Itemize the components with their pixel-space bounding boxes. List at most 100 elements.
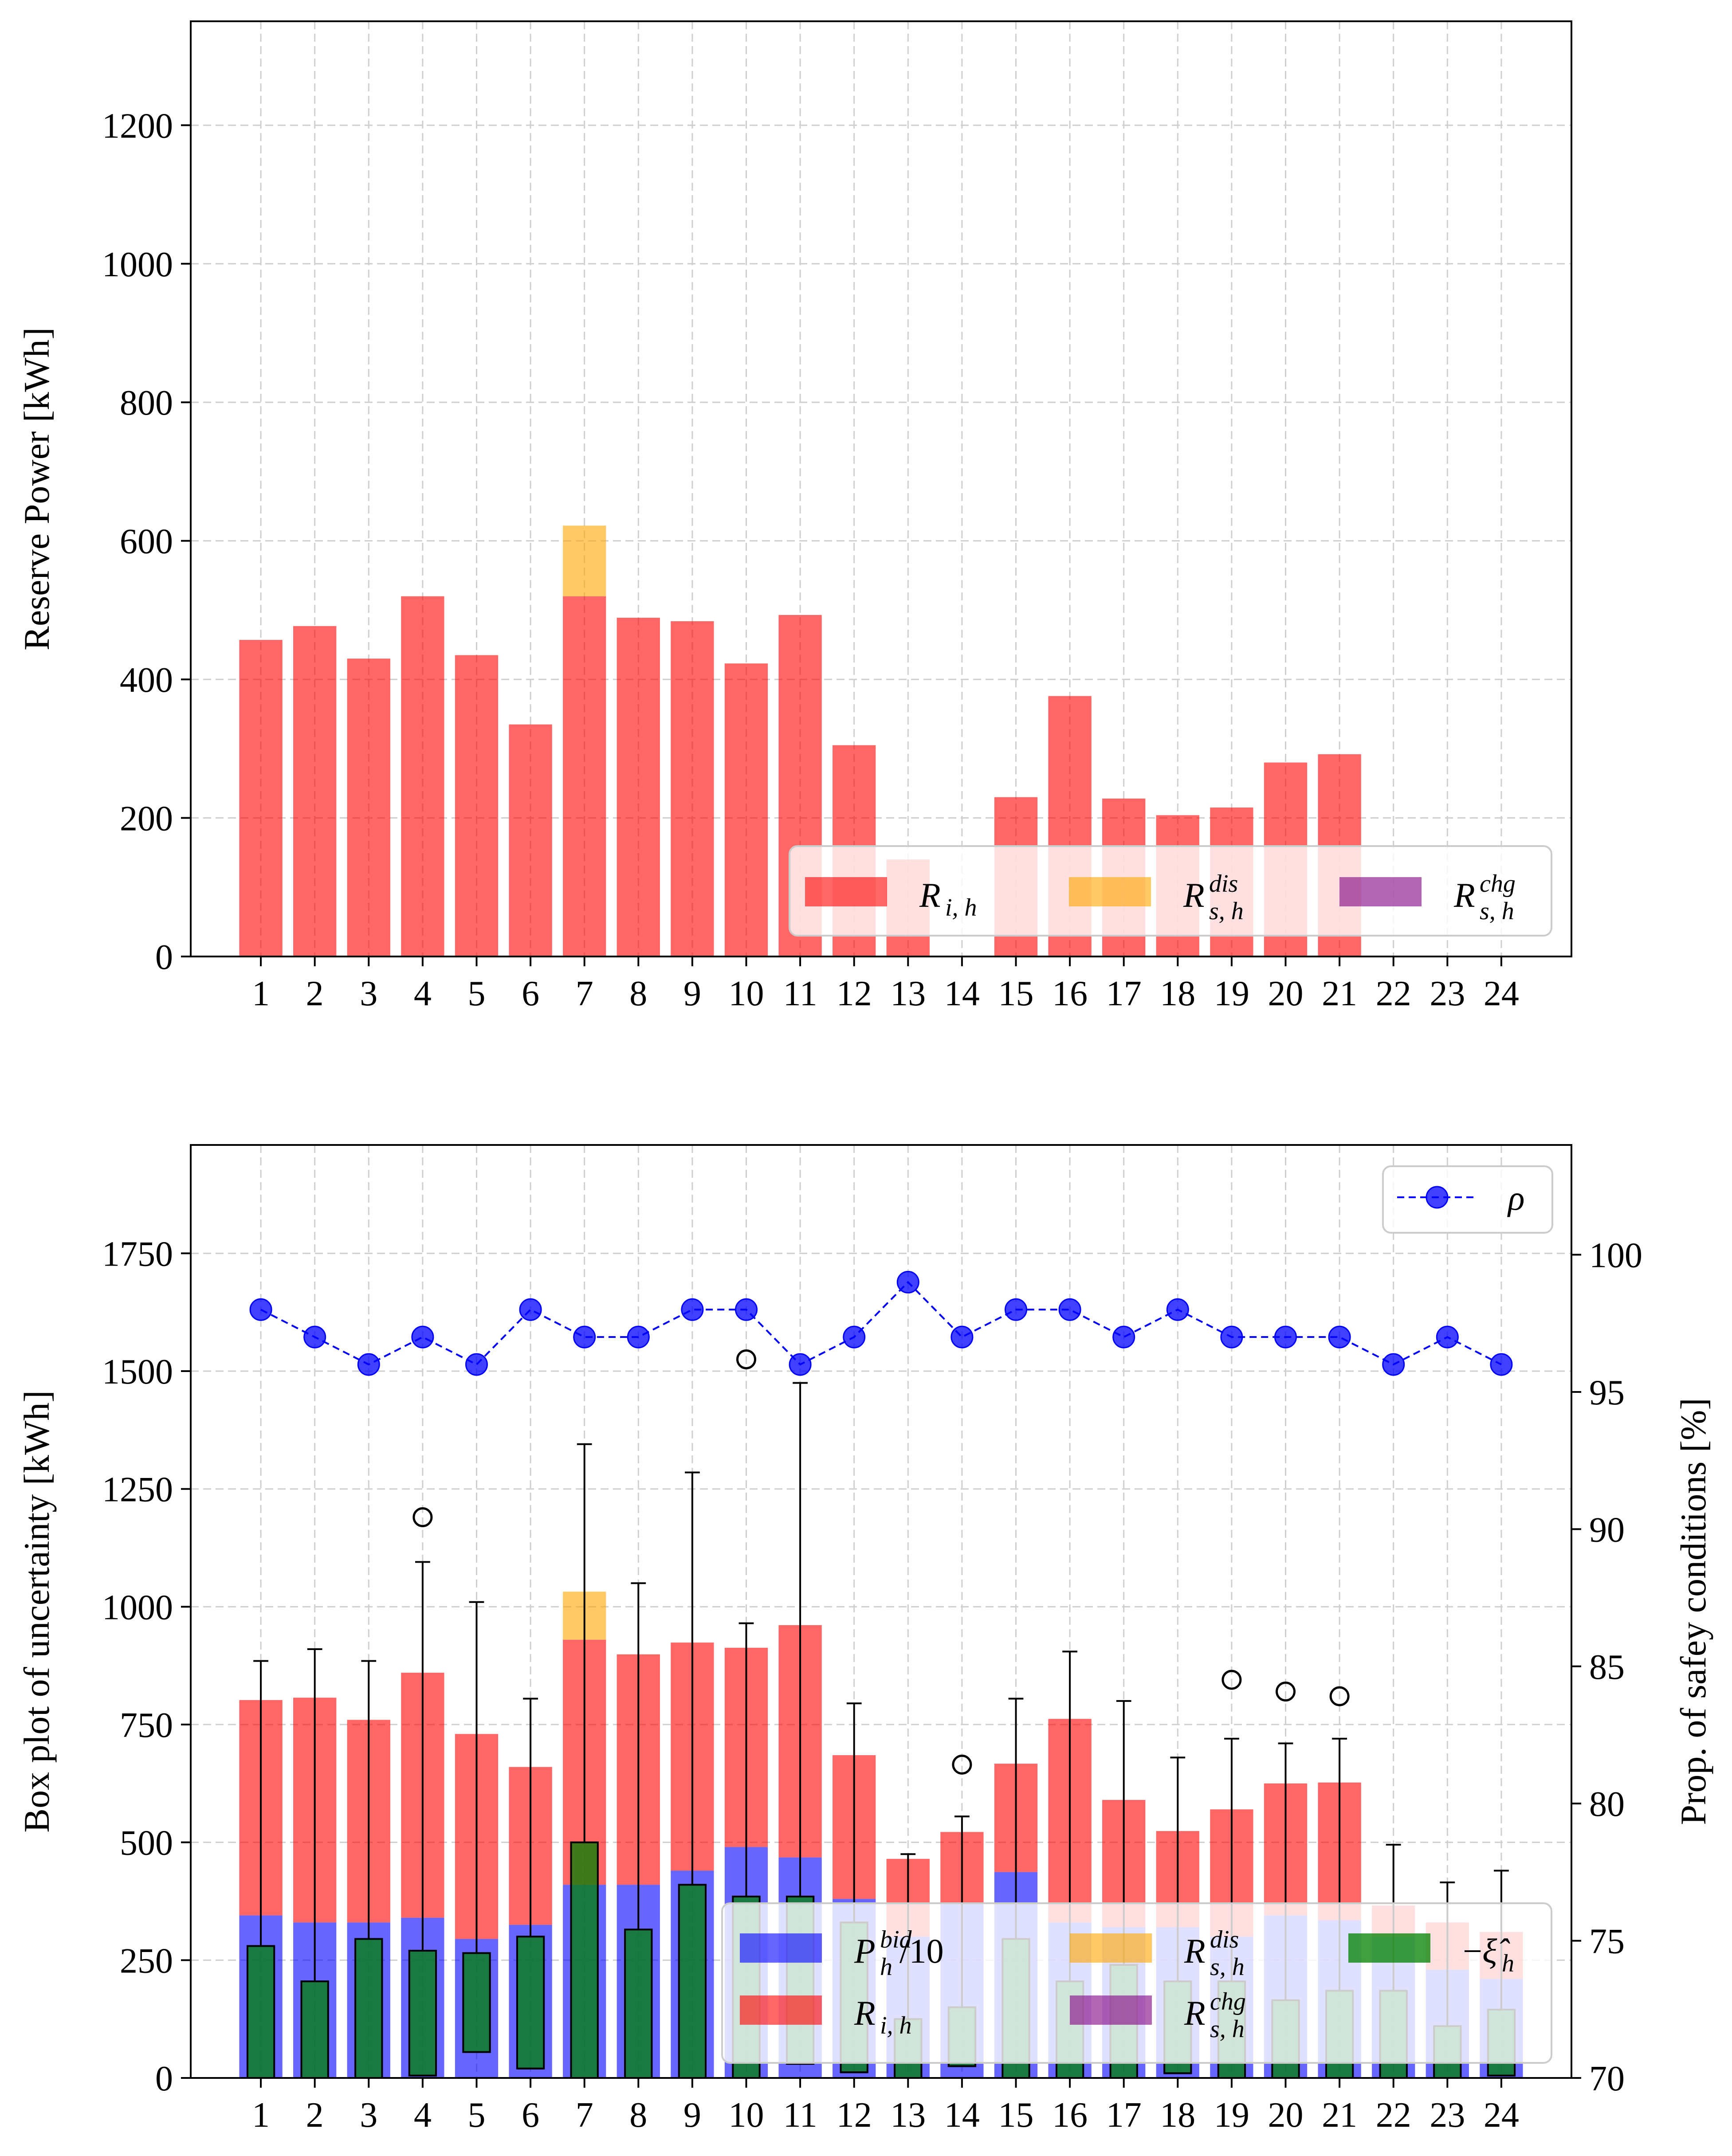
rho-legend-label: ρ — [1507, 1179, 1524, 1217]
top-bar-ri — [617, 618, 660, 956]
top-xtick-label: 5 — [467, 974, 485, 1013]
top-bar-ri — [671, 621, 714, 956]
top-bar-ri — [347, 659, 390, 956]
bottom-xtick-label: 21 — [1322, 2096, 1357, 2135]
box-body — [624, 1929, 653, 2079]
top-legend-label-sup: dis — [1209, 870, 1238, 898]
bottom-ytick-label: 0 — [155, 2059, 173, 2098]
right-ytick-label: 85 — [1589, 1648, 1625, 1687]
right-ytick-label: 100 — [1589, 1236, 1642, 1275]
bottom-legend-label-main: R — [1184, 1932, 1206, 1970]
rho-point — [1382, 1353, 1405, 1376]
rho-point — [843, 1325, 866, 1348]
rho-point — [896, 1270, 919, 1294]
top-ytick-label: 1000 — [102, 245, 173, 284]
top-xtick-label: 21 — [1322, 974, 1357, 1013]
rho-point — [1328, 1325, 1351, 1348]
bottom-legend-label-sub: s, h — [1210, 2015, 1245, 2043]
top-xtick-label: 20 — [1268, 974, 1304, 1013]
bottom-xtick-label: 23 — [1430, 2096, 1465, 2135]
bottom-legend-swatch — [1070, 1933, 1152, 1963]
rho-point — [1490, 1353, 1513, 1376]
bottom-xtick-label: 4 — [414, 2096, 432, 2135]
top-ylabel: Reserve Power [kWh] — [16, 327, 57, 651]
rho-point — [1058, 1298, 1081, 1321]
bottom-legend-label: −ξ̂ h — [1463, 1932, 1514, 1977]
box-body — [462, 1952, 491, 2053]
top-xtick-label: 16 — [1052, 974, 1088, 1013]
top-bar-ri — [724, 663, 768, 956]
top-legend-box — [789, 845, 1552, 937]
bottom-legend-swatch — [740, 1933, 822, 1963]
top-chart: Reserve Power [kWh] 0 200 400 600 800 1000 1200… — [16, 20, 1572, 1013]
right-ytick-label: 70 — [1589, 2059, 1625, 2098]
box-body — [246, 1945, 275, 2079]
bottom-xtick-label: 1 — [252, 2096, 270, 2135]
rho-point — [411, 1325, 434, 1348]
bottom-xtick-label: 22 — [1376, 2096, 1411, 2135]
bottom-legend-label-main: R — [854, 1994, 876, 2032]
bottom-legend-label-sub: h — [1502, 1950, 1514, 1977]
bottom-legend-swatch — [1348, 1933, 1430, 1963]
bottom-xtick-label: 10 — [728, 2096, 764, 2135]
top-xtick-label: 2 — [306, 974, 324, 1013]
box-outlier — [736, 1349, 756, 1369]
top-bar-ri — [293, 626, 337, 956]
top-xtick-label: 7 — [576, 974, 593, 1013]
box-outlier — [1276, 1682, 1296, 1702]
bottom-xtick-label: 20 — [1268, 2096, 1304, 2135]
top-ytick-label: 0 — [155, 938, 173, 977]
box-body — [570, 1841, 599, 2079]
top-xtick-label: 11 — [783, 974, 817, 1013]
rho-point — [465, 1353, 488, 1376]
rho-point — [519, 1298, 542, 1321]
bottom-ytick-label: 1500 — [102, 1352, 173, 1392]
top-legend-label-main: R — [1453, 876, 1475, 914]
bottom-ytick-label: 750 — [120, 1706, 173, 1745]
rho-legend-marker — [1426, 1186, 1449, 1209]
bottom-xtick-label: 16 — [1052, 2096, 1088, 2135]
bottom-legend-label-sub: i, h — [880, 2012, 912, 2039]
box-outlier — [412, 1507, 433, 1527]
rho-point — [734, 1298, 758, 1321]
bottom-ytick-label: 500 — [120, 1824, 173, 1863]
right-ytick-label: 75 — [1589, 1922, 1625, 1961]
top-xtick-label: 22 — [1376, 974, 1411, 1013]
top-xtick-label: 18 — [1160, 974, 1195, 1013]
top-legend-swatch — [805, 877, 887, 906]
bottom-legend-swatch — [1070, 1995, 1152, 2025]
bottom-legend-box — [721, 1902, 1552, 2064]
rho-line — [260, 1281, 1502, 1366]
rho-point — [1436, 1325, 1459, 1348]
top-ytick-label: 400 — [120, 661, 173, 700]
box-outlier — [1329, 1686, 1350, 1706]
bottom-xtick-label: 9 — [683, 2096, 701, 2135]
rho-point — [1220, 1325, 1243, 1348]
top-xtick-label: 23 — [1430, 974, 1465, 1013]
top-xtick-label: 15 — [998, 974, 1034, 1013]
top-legend-label-sup: chg — [1480, 870, 1516, 898]
box-body — [516, 1936, 545, 2070]
top-bar-ri — [401, 596, 444, 956]
top-ytick-label: 1200 — [102, 106, 173, 145]
bottom-ylabel-right: Prop. of safey conditions [%] — [1673, 1398, 1713, 1825]
right-ytick-label: 95 — [1589, 1373, 1625, 1412]
top-xtick-label: 17 — [1106, 974, 1142, 1013]
bottom-legend-label-sup: dis — [1210, 1926, 1239, 1953]
bottom-xtick-label: 17 — [1106, 2096, 1142, 2135]
top-bar-rdis — [563, 525, 606, 596]
top-bar-ri — [509, 724, 552, 956]
box-body — [300, 1980, 329, 2079]
top-xtick-label: 19 — [1214, 974, 1249, 1013]
rho-point — [249, 1298, 272, 1321]
bottom-legend-label-sub: s, h — [1210, 1953, 1245, 1981]
top-legend-label-main: R — [919, 876, 941, 914]
top-frame — [190, 20, 1572, 957]
bottom-xtick-label: 5 — [467, 2096, 485, 2135]
bottom-xtick-label: 3 — [360, 2096, 377, 2135]
